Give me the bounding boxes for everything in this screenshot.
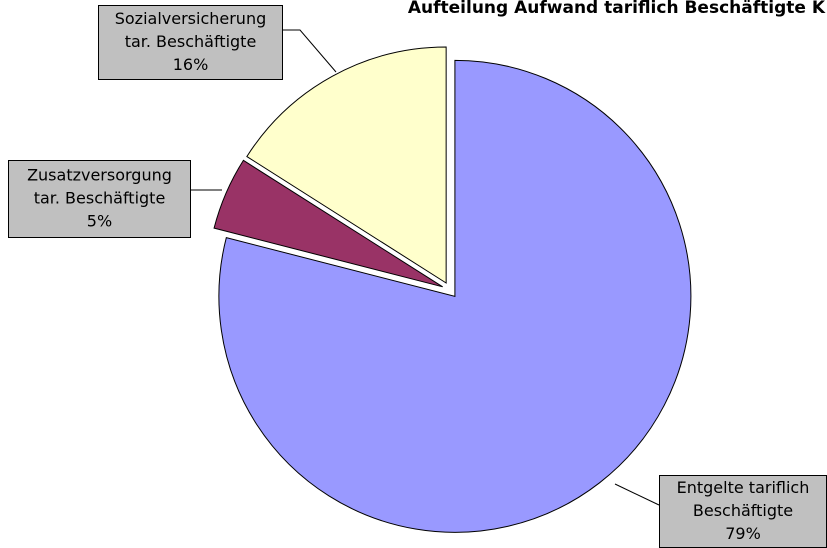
chart-title: Aufteilung Aufwand tariflich Beschäftigt… bbox=[408, 0, 826, 18]
slice-label: tar. Beschäftigte bbox=[125, 32, 257, 51]
slice-label: Entgelte tariflich bbox=[677, 478, 810, 497]
label-box bbox=[659, 475, 827, 548]
value-label: 5% bbox=[87, 212, 112, 231]
pie-slice bbox=[218, 59, 692, 533]
leader-line bbox=[614, 483, 660, 506]
slice-label: Beschäftigte bbox=[693, 501, 793, 520]
slice-label: Sozialversicherung bbox=[115, 9, 267, 28]
value-label: 16% bbox=[173, 55, 209, 74]
pie-slice bbox=[246, 46, 447, 284]
label-box bbox=[98, 5, 283, 80]
slice-label: Zusatzversorgung bbox=[27, 166, 172, 185]
pie-slice bbox=[213, 159, 443, 288]
label-box bbox=[8, 160, 191, 238]
leader-line bbox=[283, 29, 337, 73]
slice-label: tar. Beschäftigte bbox=[34, 189, 166, 208]
value-label: 79% bbox=[725, 524, 761, 543]
